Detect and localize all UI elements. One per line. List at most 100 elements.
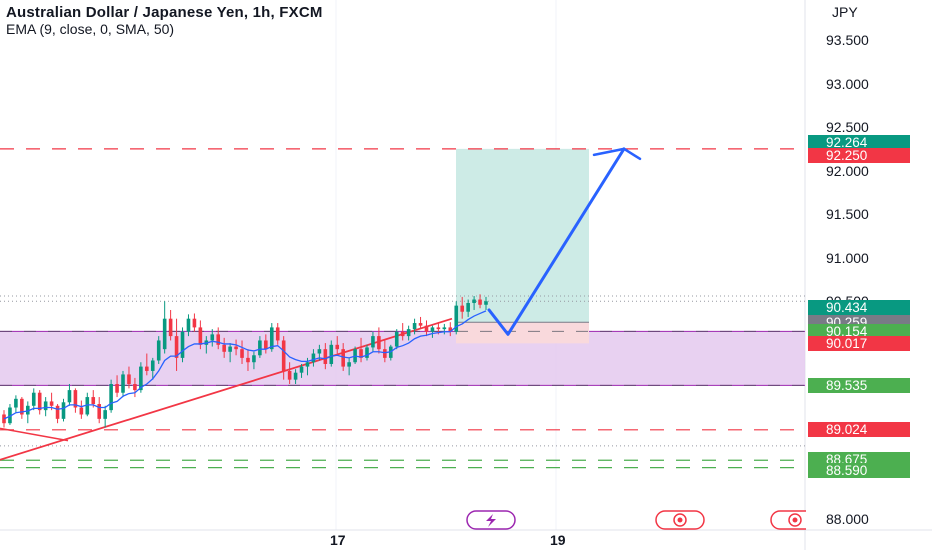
candle-body [347,362,351,367]
stop-zone [456,322,589,344]
candle-body [216,334,221,345]
candle-body [234,346,238,350]
price-badge: 89.024 [808,422,910,438]
candle-body [311,353,316,363]
price-tick-label: 88.000 [826,511,869,527]
arrow-head [592,147,642,161]
price-badge: 92.264 [808,134,910,150]
event-marker-icon[interactable] [655,510,705,530]
candle-body [418,323,423,326]
candle-body [394,331,399,347]
candle-body [383,349,387,358]
candle-body [252,355,256,363]
price-tick-label: 93.000 [826,75,869,92]
candle-body [168,318,173,337]
candle-body [299,366,304,373]
candle-body [26,405,30,415]
candle-body [139,366,143,391]
candle-body [454,305,459,332]
candle-body [406,329,411,337]
price-badge-value: 89.535 [826,377,868,393]
candle-body [198,327,203,345]
candle-body [115,384,119,393]
candle-body [127,374,131,385]
candle-body [121,374,125,393]
candle-body [442,327,447,330]
candle-body [31,392,36,406]
candle-body [275,327,280,341]
candle-body [287,370,292,380]
candle-body [472,299,476,304]
price-badge: 92.250 [808,147,910,163]
long-position-tool[interactable] [456,148,589,344]
candle-body [412,323,417,330]
candle-body [174,336,179,358]
price-tick-label: 92.000 [826,162,869,179]
candle-body [484,301,488,305]
candle-body [180,331,185,358]
candle-body [359,349,363,358]
price-badge-value: 92.264 [826,134,868,150]
candle-body [186,318,191,332]
candle-body [460,305,464,312]
profit-zone [456,148,589,323]
candle-body [73,390,78,408]
candle-body [305,362,310,367]
candles [2,294,488,428]
candle-body [323,349,328,364]
projection-arrow[interactable] [487,147,642,336]
candle-body [335,344,340,350]
price-badge: 90.154 [808,323,910,339]
candle-body [192,318,197,328]
candle-body [281,340,286,371]
candle-body [377,336,381,350]
candle-body [79,407,84,415]
candle-body [478,299,482,305]
price-tick-label: 91.000 [826,249,869,266]
price-badge-value: 90.017 [826,335,868,351]
price-badge-value: 90.434 [826,299,868,315]
candle-body [222,344,226,352]
candle-body [43,401,48,411]
price-badge-value: 90.154 [826,323,868,339]
price-badge-value: 89.024 [826,422,868,438]
ema-path [3,310,487,420]
trendline-segment [0,427,69,442]
price-tick-label: 93.500 [826,32,869,48]
candle-body [150,360,155,371]
candle-body [156,340,161,361]
candle-body [133,384,137,391]
candle-body [162,318,167,350]
ascending-trendline [0,317,453,461]
candle-body [8,407,12,424]
candle-body [55,405,60,419]
candle-body [246,357,250,363]
trendline[interactable] [0,317,453,461]
candle-body [329,344,334,364]
candle-body [466,303,470,312]
candle-body [317,349,322,354]
candle-body [258,340,262,356]
lightning-icon[interactable] [466,510,516,530]
candle-body [365,347,369,358]
candle-body [371,336,375,348]
candle-body [341,349,345,367]
price-badge-value: 92.250 [826,147,868,163]
candle-body [269,327,274,350]
ema-line [3,310,487,420]
candle-body [424,325,429,332]
price-tick-label: 91.500 [826,206,869,223]
price-badge: 88.590 [808,462,910,478]
candle-body [436,327,441,330]
price-tick-label: 92.500 [826,119,869,136]
candle-body [49,401,54,406]
time-tick-label: 19 [550,532,566,548]
time-tick-label: 17 [330,532,346,548]
price-badge: 90.017 [808,335,910,351]
candle-body [61,402,66,419]
chart-title: Australian Dollar / Japanese Yen, 1h, FX… [6,4,323,21]
candle-body [14,398,18,408]
candle-body [109,384,113,411]
event-marker-icon[interactable] [770,510,806,530]
